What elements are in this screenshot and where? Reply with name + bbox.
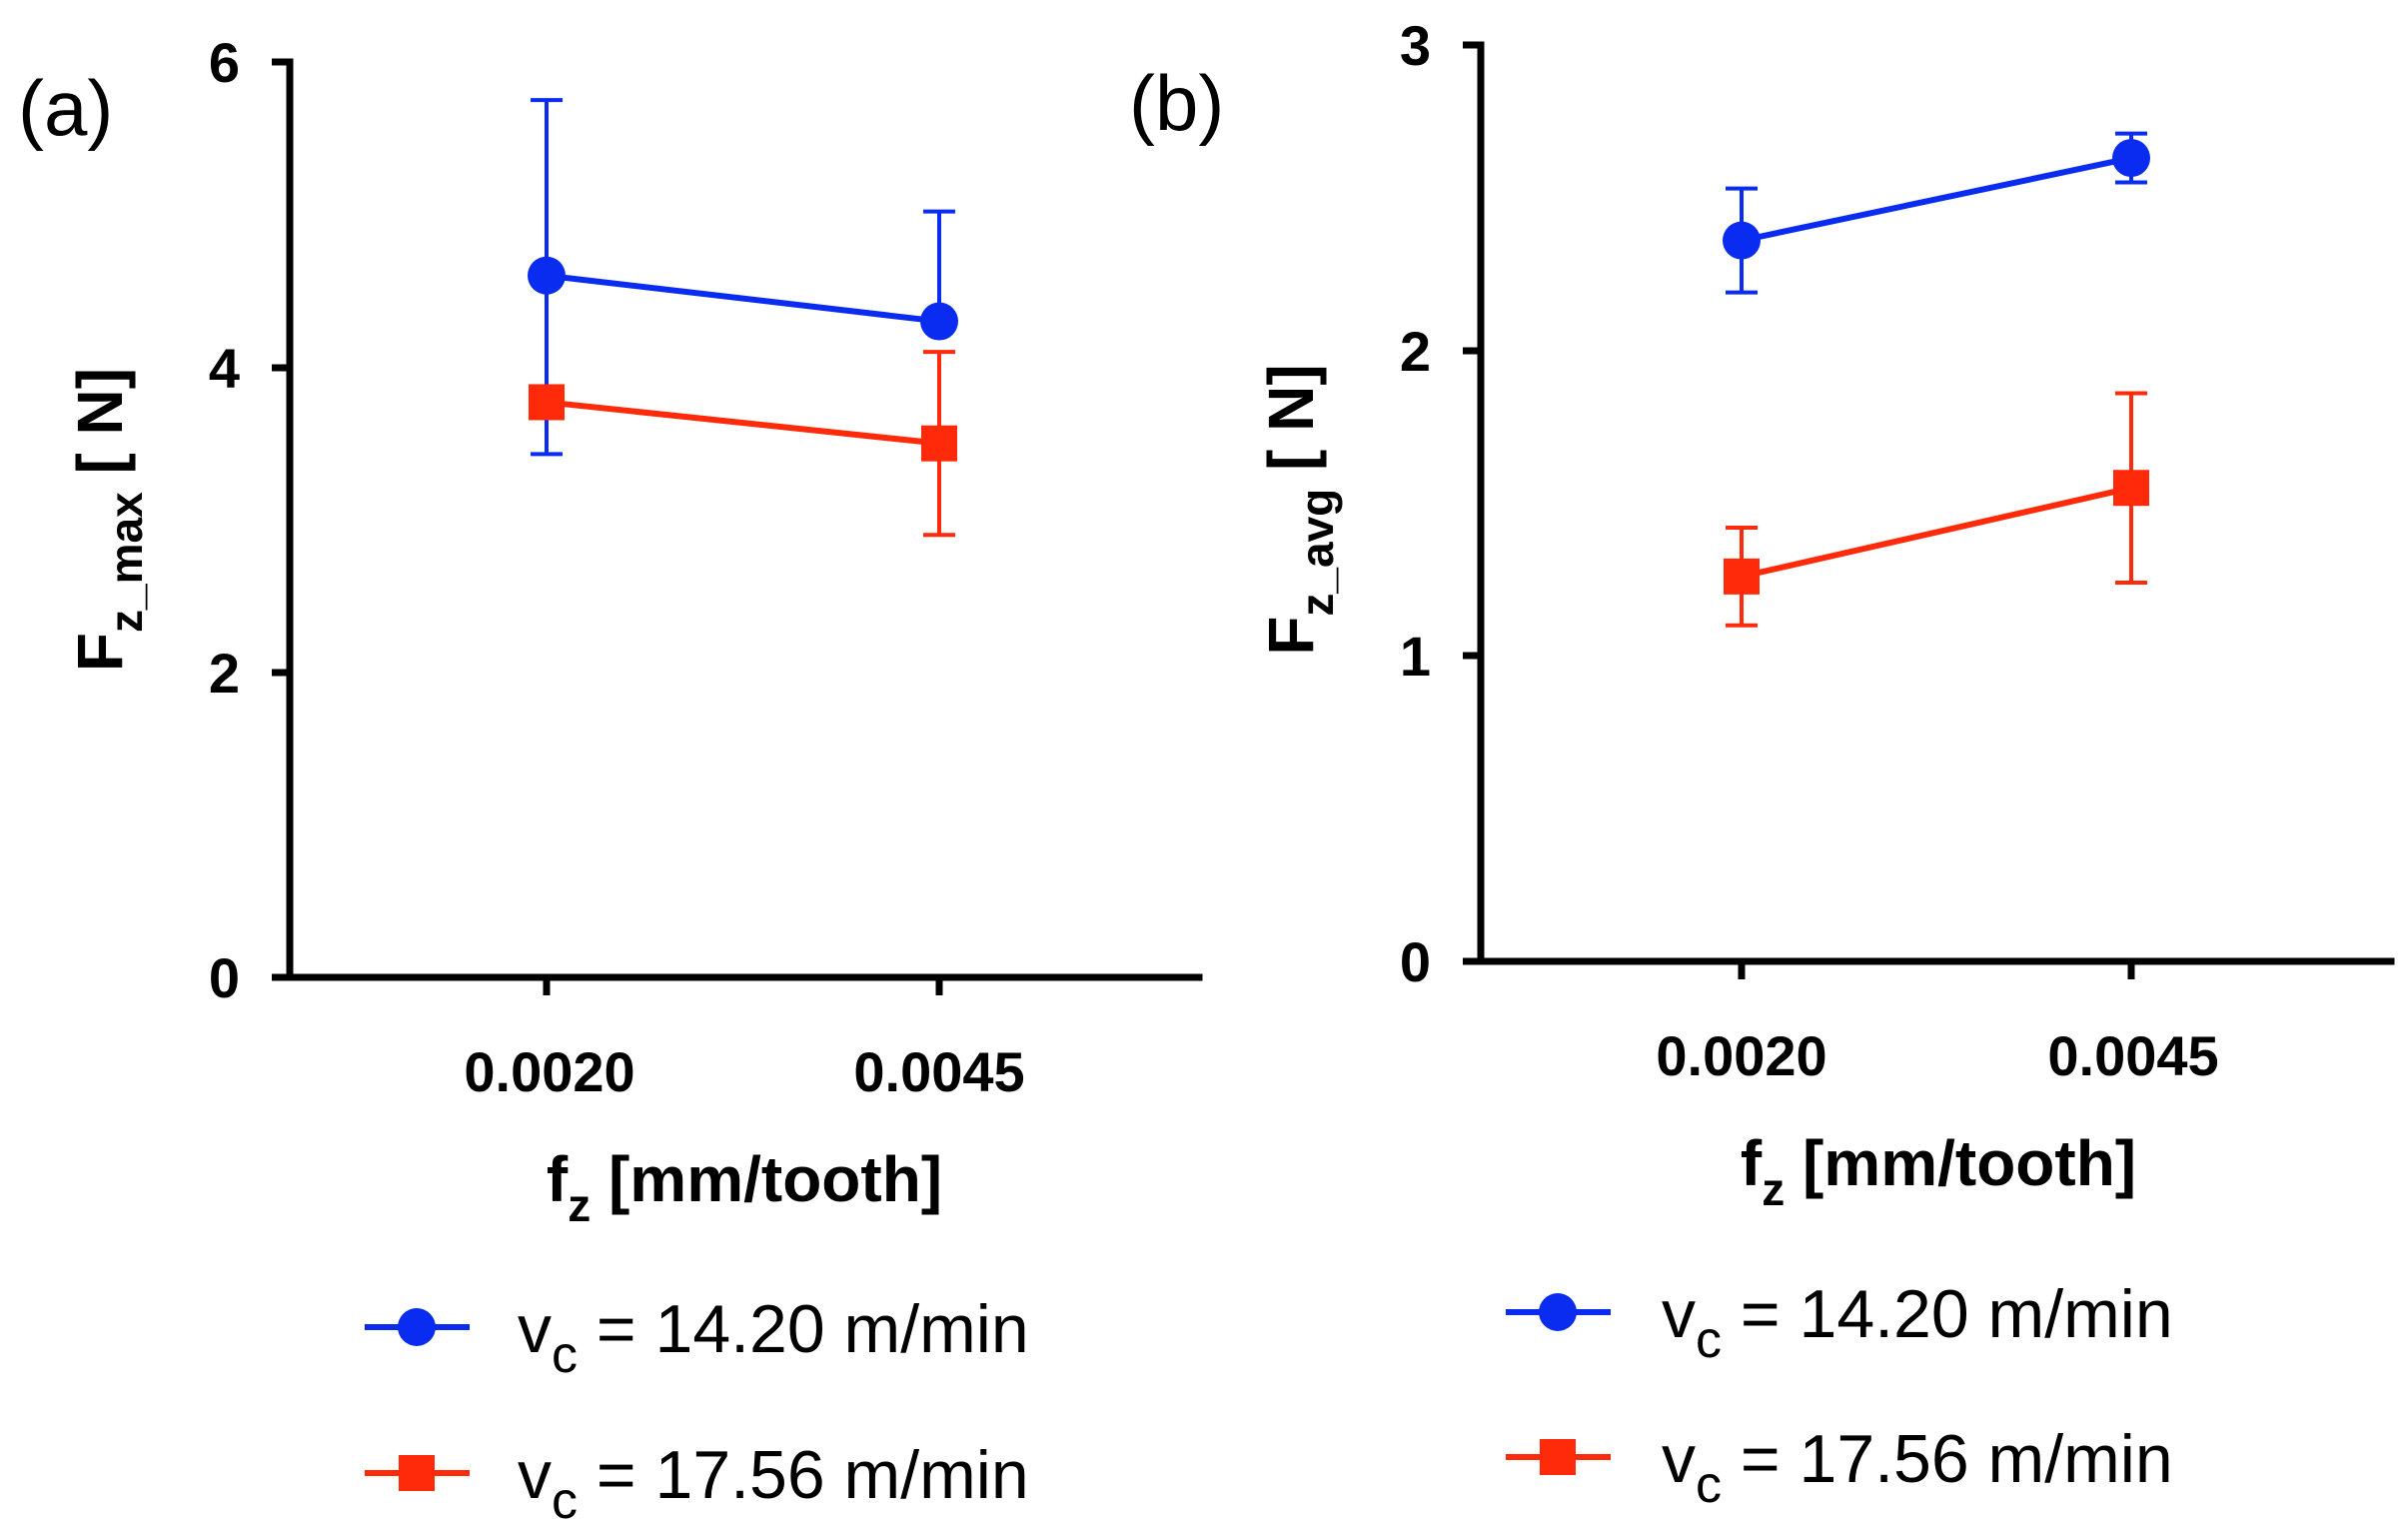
panel-a-xtick-label-0: 0.0020 bbox=[464, 1040, 634, 1103]
panel-b-series-1-point-1 bbox=[2112, 139, 2150, 178]
panel-b-series-2-point-0 bbox=[1724, 558, 1760, 595]
panel-b-label: (b) bbox=[1129, 59, 1224, 147]
panel-b-x-ticks: 0.0020 0.0045 bbox=[1656, 961, 2219, 1087]
panel-b-xtick-label-0: 0.0020 bbox=[1656, 1024, 1826, 1087]
panel-a-series-2 bbox=[529, 350, 957, 538]
panel-a-xtick-label-1: 0.0045 bbox=[853, 1040, 1024, 1103]
panel-a-series-1-point-1 bbox=[920, 302, 958, 341]
panel-a-series-1 bbox=[528, 98, 958, 457]
panel-a-series-2-point-0 bbox=[529, 384, 565, 421]
panel-b-legend-marker-2 bbox=[1540, 1439, 1576, 1475]
panel-b-x-axis-title: fz [mm/tooth] bbox=[1741, 1127, 2136, 1215]
panel-b-xtick-label-1: 0.0045 bbox=[2047, 1024, 2218, 1087]
panel-a-label: (a) bbox=[18, 64, 113, 152]
panel-b-legend-item-2: vc = 17.56 m/min bbox=[1506, 1421, 2173, 1514]
panel-a-x-ticks: 0.0020 0.0045 bbox=[464, 977, 1025, 1103]
panel-b-legend: vc = 14.20 m/min vc = 17.56 m/min bbox=[1506, 1276, 2173, 1514]
panel-a-legend-label-1: vc = 14.20 m/min bbox=[518, 1291, 1029, 1384]
panel-b-legend-label-1: vc = 14.20 m/min bbox=[1662, 1276, 2173, 1369]
panel-b-y-ticks: 0 1 2 3 bbox=[1400, 14, 1481, 993]
panel-a-legend-marker-1 bbox=[398, 1308, 436, 1346]
panel-a-series-2-line bbox=[546, 399, 940, 447]
panel-a-x-axis-title: fz [mm/tooth] bbox=[547, 1143, 942, 1231]
panel-b-ytick-label-1: 1 bbox=[1400, 625, 1431, 688]
panel-a-y-ticks: 0 2 4 6 bbox=[209, 31, 290, 1009]
panel-a-series-1-point-0 bbox=[528, 256, 566, 295]
panel-b-series-2-point-1 bbox=[2113, 470, 2149, 507]
panel-a-legend-item-2: vc = 17.56 m/min bbox=[365, 1437, 1029, 1530]
panel-b-y-axis-title: Fz_avg [ N] bbox=[1255, 364, 1343, 655]
panel-b-ytick-label-3: 3 bbox=[1400, 14, 1431, 77]
panel-a-ytick-label-0: 0 bbox=[209, 946, 240, 1009]
panel-b-legend-marker-1 bbox=[1539, 1293, 1577, 1331]
panel-b-ytick-label-0: 0 bbox=[1400, 930, 1431, 993]
panel-a-legend: vc = 14.20 m/min vc = 17.56 m/min bbox=[365, 1291, 1029, 1530]
panel-a-ytick-label-2: 4 bbox=[209, 337, 240, 400]
panel-b-series-2-line bbox=[1741, 485, 2132, 580]
panel-b-legend-item-1: vc = 14.20 m/min bbox=[1506, 1276, 2173, 1369]
panel-b-series-1 bbox=[1723, 131, 2150, 295]
panel-b-series-1-line bbox=[1741, 155, 2132, 244]
panel-a-legend-label-2: vc = 17.56 m/min bbox=[518, 1437, 1029, 1530]
panel-a-series-1-line bbox=[546, 272, 940, 325]
panel-a-series-1-errorbar-0 bbox=[531, 98, 563, 457]
panel-a: (a) 0 2 4 6 0.0020 0.0045 fz [mm/tooth] … bbox=[18, 31, 1203, 1530]
panel-a-y-axis-title: Fz_max [ N] bbox=[64, 368, 152, 672]
panel-a-legend-item-1: vc = 14.20 m/min bbox=[365, 1291, 1029, 1384]
panel-a-ytick-label-3: 6 bbox=[209, 31, 240, 94]
panel-b: (b) 0 1 2 3 0.0020 0.0045 fz [mm/tooth] … bbox=[1129, 14, 2395, 1514]
panel-b-legend-label-2: vc = 17.56 m/min bbox=[1662, 1421, 2173, 1514]
panel-a-legend-marker-2 bbox=[399, 1455, 435, 1491]
panel-b-ytick-label-2: 2 bbox=[1400, 320, 1431, 383]
panel-b-series-2 bbox=[1724, 391, 2149, 628]
panel-a-ytick-label-1: 2 bbox=[209, 642, 240, 705]
panel-a-series-2-point-1 bbox=[921, 425, 957, 462]
panel-b-series-1-point-0 bbox=[1723, 221, 1761, 260]
